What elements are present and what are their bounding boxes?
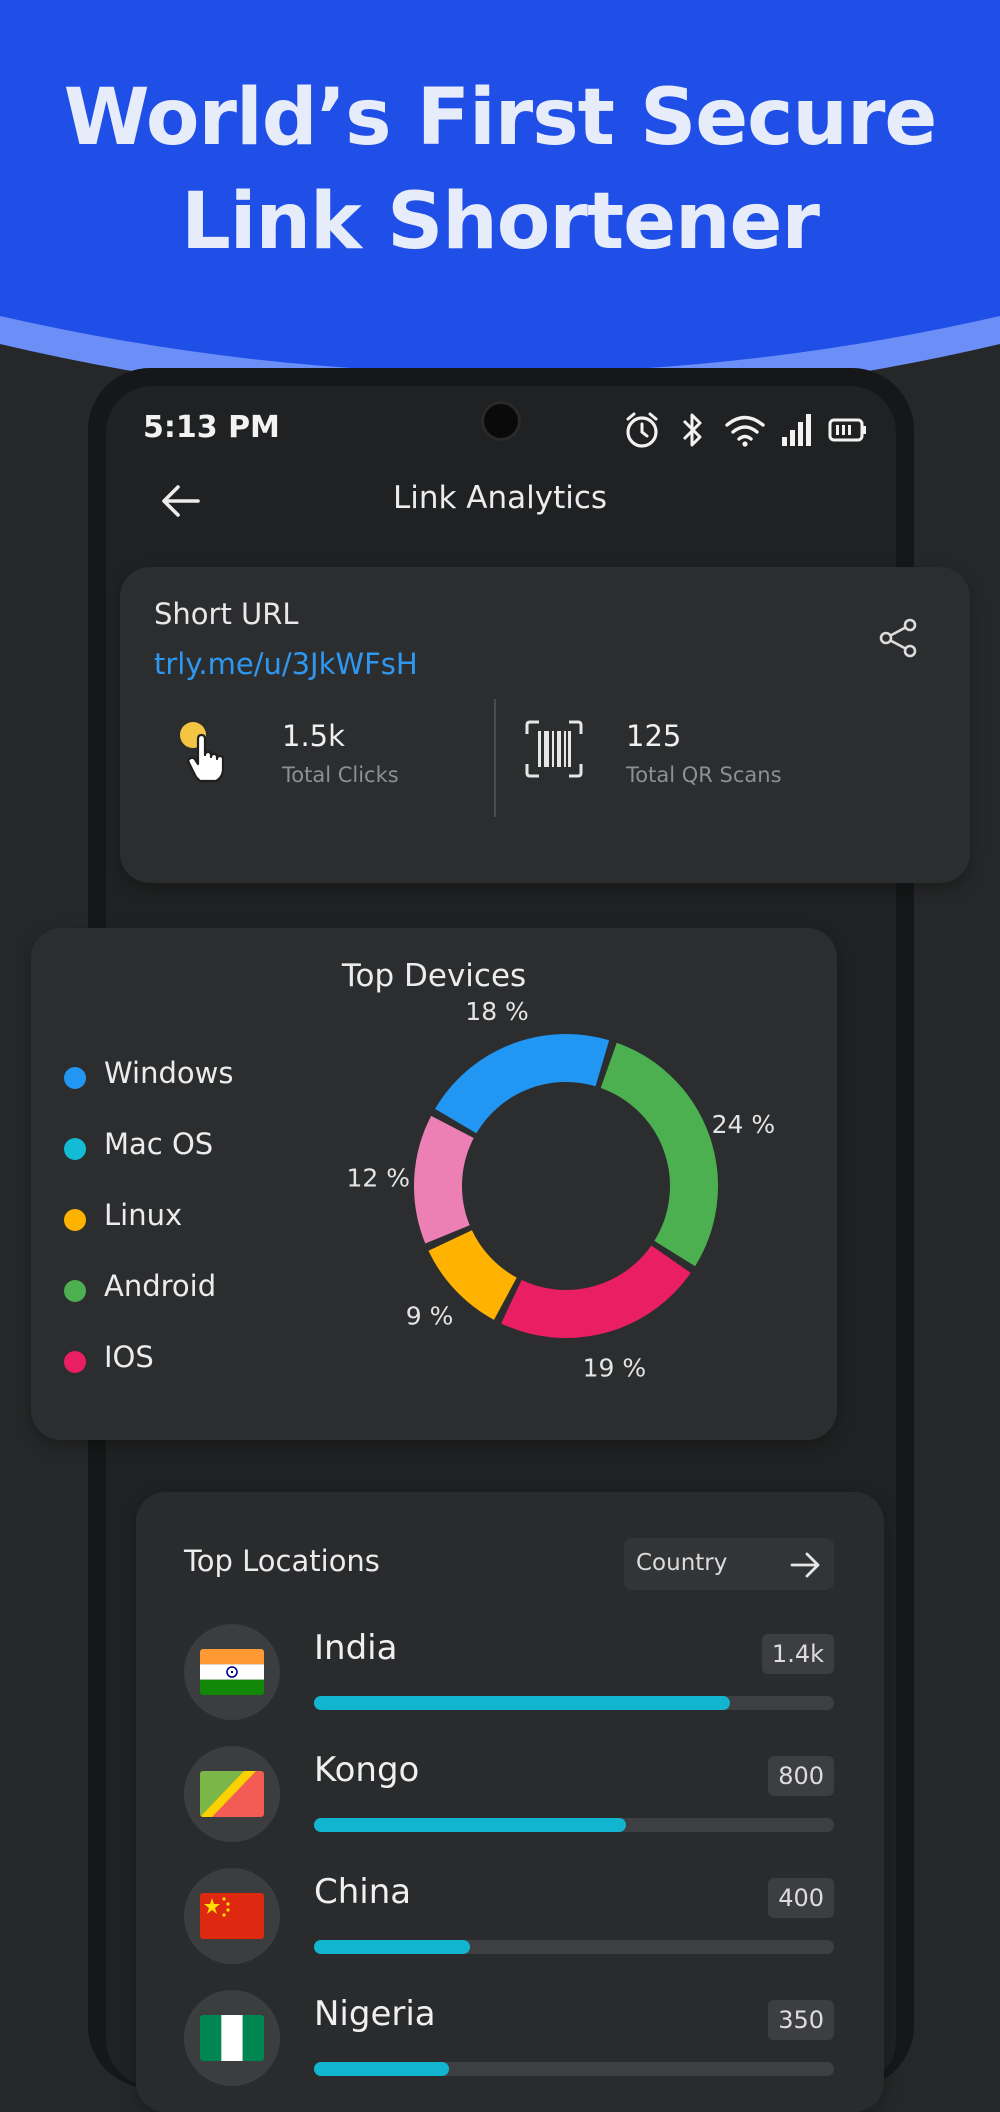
hero-banner: World’s First Secure Link Shortener (0, 0, 1000, 420)
donut-slice-linux (428, 1229, 518, 1320)
location-name: China (314, 1872, 412, 1912)
front-camera (484, 404, 518, 438)
legend-label-linux: Linux (104, 1198, 183, 1232)
hero-background (0, 0, 1000, 420)
alarm-icon (626, 412, 658, 448)
donut-value-label: 9 % (406, 1301, 454, 1330)
top-locations-title: Top Locations (184, 1544, 380, 1578)
share-icon[interactable] (878, 617, 920, 659)
donut-value-label: 24 % (712, 1110, 776, 1139)
total-qr-scans-value: 125 (626, 719, 682, 753)
short-url-card: Short URL trly.me/u/3JkWFsH 1.5k Total C… (120, 567, 970, 883)
location-count-badge: 350 (768, 2000, 834, 2040)
location-progress-fill (314, 2062, 450, 2076)
barcode-scan-icon (525, 720, 583, 778)
legend-dot-mac-os (64, 1138, 86, 1160)
location-name: Kongo (314, 1750, 420, 1790)
location-count-badge: 800 (768, 1756, 834, 1796)
wifi-icon (725, 415, 765, 447)
flag-container (184, 1868, 280, 1964)
flag-container (184, 1624, 280, 1720)
location-progress-fill (314, 1818, 626, 1832)
legend-dot-windows (64, 1067, 86, 1089)
flag-container (184, 1990, 280, 2086)
top-locations-card: Top Locations Country India 1.4k (136, 1492, 884, 2112)
short-url-link[interactable]: trly.me/u/3JkWFsH (154, 647, 418, 681)
donut-slice-windows (435, 1034, 610, 1134)
location-row-china[interactable]: China 400 (184, 1868, 834, 1968)
congo-flag-icon (200, 1771, 264, 1817)
bluetooth-icon (682, 413, 702, 447)
donut-slice-android (600, 1042, 718, 1267)
legend-dot-linux (64, 1209, 86, 1231)
location-count-badge: 1.4k (761, 1634, 834, 1674)
donut-slice-ios (501, 1244, 691, 1338)
hero-title-line-2: Link Shortener (181, 177, 820, 267)
location-name: Nigeria (314, 1994, 436, 2034)
legend-label-mac-os: Mac OS (104, 1127, 214, 1161)
battery-icon (828, 418, 866, 442)
location-progress-track (314, 1696, 834, 1710)
location-progress-fill (314, 1696, 730, 1710)
legend-label-windows: Windows (104, 1056, 234, 1090)
location-progress-track (314, 1818, 834, 1832)
location-progress-fill (314, 1940, 470, 1954)
hero-title: World’s First Secure Link Shortener (0, 66, 1000, 274)
top-devices-card: Top Devices Windows Mac OS Linux Android… (31, 928, 837, 1440)
page-title: Link Analytics (392, 480, 608, 516)
location-name: India (314, 1628, 398, 1668)
total-qr-scans-label: Total QR Scans (626, 763, 782, 787)
arrow-right-icon (790, 1552, 820, 1578)
legend-dot-android (64, 1280, 86, 1302)
country-filter-button[interactable]: Country (624, 1538, 834, 1590)
donut-slice-other (414, 1115, 475, 1244)
status-icons (622, 410, 872, 450)
donut-value-label: 18 % (465, 997, 529, 1026)
india-flag-icon (200, 1649, 264, 1695)
location-count-badge: 400 (768, 1878, 834, 1918)
legend-dot-ios (64, 1351, 86, 1373)
location-row-nigeria[interactable]: Nigeria 350 (184, 1990, 834, 2090)
country-filter-label: Country (636, 1550, 728, 1576)
arrow-left-icon[interactable] (156, 476, 206, 526)
china-flag-icon (200, 1893, 264, 1939)
location-progress-track (314, 1940, 834, 1954)
legend-label-ios: IOS (104, 1340, 154, 1374)
location-row-india[interactable]: India 1.4k (184, 1624, 834, 1724)
hero-title-line-1: World’s First Secure (63, 73, 938, 163)
short-url-label: Short URL (154, 597, 299, 631)
legend-label-android: Android (104, 1269, 217, 1303)
flag-container (184, 1746, 280, 1842)
location-progress-track (314, 2062, 834, 2076)
donut-value-label: 12 % (346, 1163, 410, 1192)
devices-donut-chart: 24 % 19 % 9 % 12 % 18 % (346, 997, 776, 1383)
nigeria-flag-icon (200, 2015, 264, 2061)
stats-divider (494, 699, 496, 817)
top-devices-title: Top Devices (341, 958, 527, 994)
hand-pointer-icon (180, 722, 225, 783)
location-row-kongo[interactable]: Kongo 800 (184, 1746, 834, 1846)
signal-icon (782, 414, 811, 446)
donut-value-label: 19 % (583, 1354, 647, 1383)
total-clicks-label: Total Clicks (282, 763, 399, 787)
total-clicks-value: 1.5k (282, 719, 345, 753)
status-time: 5:13 PM (143, 410, 280, 445)
